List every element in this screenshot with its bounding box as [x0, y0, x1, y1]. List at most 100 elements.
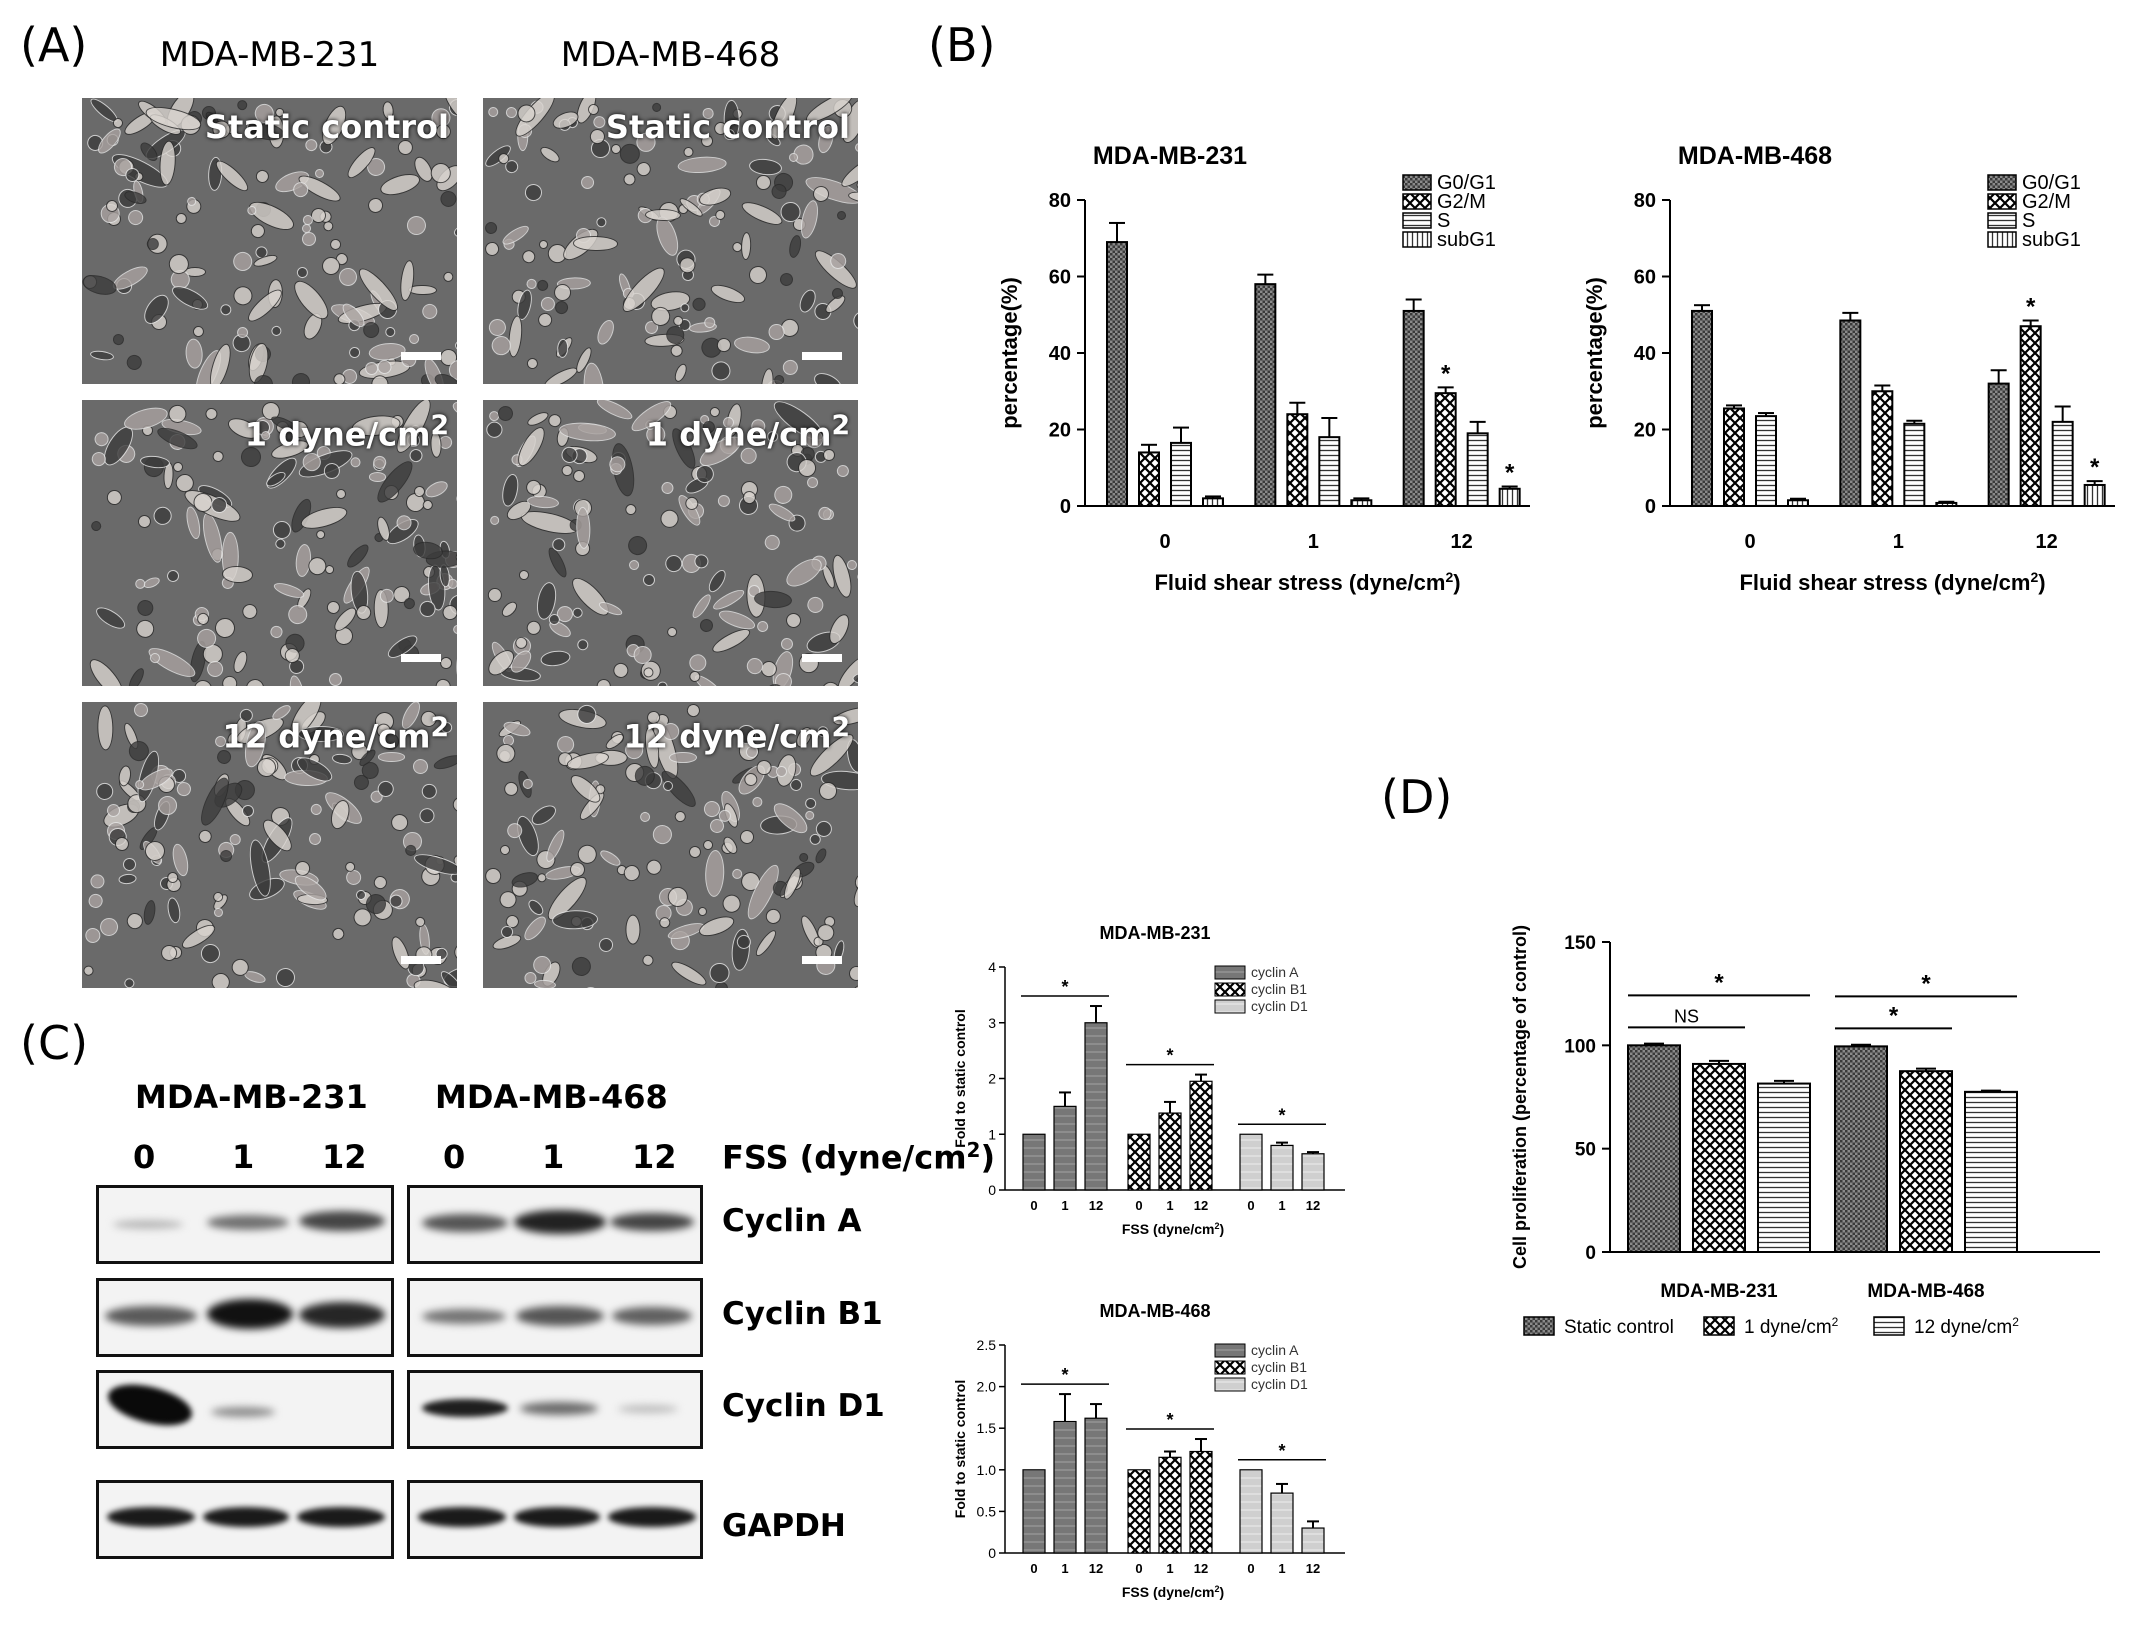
cell — [283, 601, 311, 629]
x-tick-label: 1 — [1278, 1561, 1285, 1576]
cell — [411, 757, 430, 776]
cell — [89, 519, 103, 533]
bar — [1286, 413, 1309, 508]
cell — [768, 323, 786, 340]
chart-title: MDA-MB-231 — [1093, 142, 1247, 170]
bar — [1254, 283, 1277, 507]
legend-swatch — [1987, 231, 2017, 248]
y-tick-label: 80 — [1634, 190, 1656, 212]
cell — [97, 705, 115, 751]
cell — [204, 406, 219, 421]
significance-label: * — [1921, 970, 1931, 997]
cell — [677, 155, 728, 175]
x-tick-label: 12 — [1306, 1198, 1320, 1213]
y-tick-label: 3 — [988, 1015, 996, 1031]
scale-bar — [401, 654, 441, 662]
cell — [649, 821, 676, 848]
micrograph-label: 1 dyne/cm — [244, 415, 431, 454]
legend-label: G2/M — [2022, 191, 2071, 213]
bar — [1498, 487, 1521, 508]
significance-star: * — [1166, 1046, 1173, 1066]
cell — [363, 321, 380, 338]
lane-label: 0 — [443, 1138, 466, 1176]
cyclin-quant-chart-mda-mb-468: MDA-MB-468 0 0.5 1.0 1.5 2.0 2.5 Fold to static… — [952, 1301, 1345, 1600]
blot-band — [207, 1299, 293, 1329]
cell — [669, 751, 697, 764]
cell-cycle-chart-mda-mb-231: MDA-MB-231 0 20 40 60 80 percentage(%) 0 1 12 * * Fl… — [997, 142, 1530, 595]
cell — [512, 423, 551, 471]
cell — [623, 532, 651, 560]
cell — [673, 809, 688, 824]
y-tick-label: 1 — [988, 1126, 996, 1142]
cell — [240, 602, 259, 621]
bar — [1935, 501, 1958, 508]
cell — [781, 553, 826, 593]
chart-d: 0 50 100 150 Cell proliferation (percentage … — [1490, 885, 2125, 1355]
y-tick-label: 0 — [1585, 1243, 1596, 1264]
blot-band — [418, 1507, 506, 1527]
cell — [525, 355, 541, 371]
legend-label: 12 dyne/cm2 — [1914, 1315, 2019, 1338]
cell — [488, 588, 503, 603]
cell — [230, 248, 256, 275]
cell — [855, 143, 858, 154]
x-tick-label: 0 — [1247, 1198, 1254, 1213]
bar — [2019, 325, 2042, 507]
blot-strip — [96, 1278, 394, 1357]
x-tick-label: 0 — [1135, 1198, 1142, 1213]
cell — [306, 830, 324, 848]
cell — [450, 939, 457, 965]
legend-swatch — [1214, 1343, 1246, 1358]
scale-bar — [401, 352, 441, 360]
x-axis-label: FSS (dyne/cm2) — [1122, 1221, 1224, 1237]
cell — [423, 477, 450, 500]
cell — [503, 104, 520, 121]
cell — [197, 939, 224, 967]
cell — [93, 602, 129, 633]
blot-band — [422, 1214, 508, 1232]
cell — [572, 235, 618, 251]
chart-title: MDA-MB-468 — [1099, 1301, 1210, 1321]
cell — [687, 844, 703, 861]
panel-label-d: (D) — [1381, 770, 1453, 824]
legend-label: G2/M — [1437, 191, 1486, 213]
micrograph: 1 dyne/cm2 — [82, 400, 457, 686]
x-tick-label: 1 — [1061, 1561, 1068, 1576]
legend-label: Static control — [1564, 1317, 1674, 1338]
bar — [1691, 309, 1713, 507]
fss-unit-text: FSS (dyne/cm — [722, 1138, 967, 1177]
x-axis-label: FSS (dyne/cm2) — [1122, 1584, 1224, 1600]
bar — [1270, 1144, 1294, 1191]
cell — [273, 965, 298, 988]
cell — [702, 839, 714, 851]
protein-label: GAPDH — [722, 1508, 846, 1544]
bar — [1466, 432, 1489, 508]
cell — [89, 349, 115, 363]
legend-swatch — [1402, 231, 1432, 248]
cell — [92, 779, 117, 805]
cell — [484, 221, 499, 236]
x-tick-label: MDA-MB-231 — [1660, 1281, 1778, 1302]
cell — [431, 752, 457, 773]
significance-star: * — [1278, 1441, 1285, 1461]
cell — [755, 174, 771, 190]
cell — [518, 569, 530, 581]
bar — [1127, 1133, 1151, 1191]
x-tick-label: 1 — [1061, 1198, 1068, 1213]
cell — [175, 212, 187, 224]
y-tick-label: 40 — [1634, 343, 1656, 365]
bar — [1787, 499, 1809, 508]
blot-band — [608, 1507, 696, 1527]
cell — [330, 925, 347, 942]
cell — [398, 259, 417, 302]
cell — [338, 267, 359, 288]
blot-cell-line-label: MDA-MB-231 — [135, 1078, 368, 1116]
cell — [779, 356, 801, 378]
x-tick-label: 1 — [1278, 1198, 1285, 1213]
cell — [419, 302, 440, 322]
cell — [132, 616, 159, 642]
micro-column-header: MDA-MB-231 — [159, 35, 380, 75]
cell — [715, 492, 733, 510]
cell — [740, 231, 752, 261]
cell — [487, 513, 501, 528]
